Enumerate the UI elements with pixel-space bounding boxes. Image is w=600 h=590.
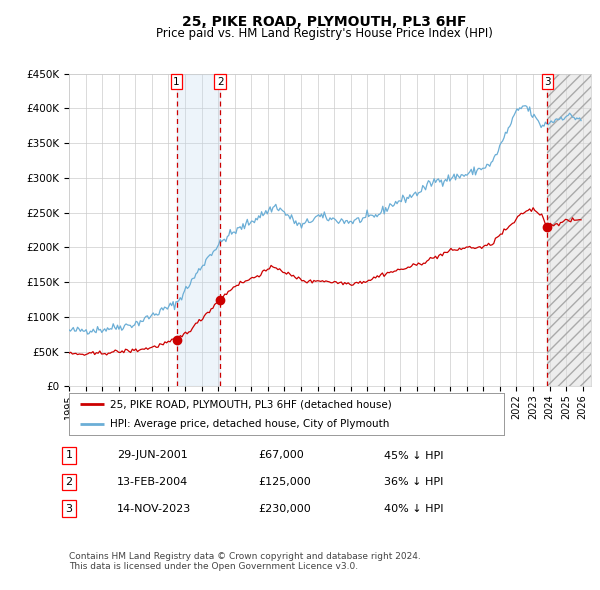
Text: 3: 3 bbox=[65, 504, 73, 513]
Bar bbox=[547, 74, 591, 386]
Text: £230,000: £230,000 bbox=[258, 504, 311, 513]
Text: 2: 2 bbox=[217, 77, 223, 87]
Text: 1: 1 bbox=[173, 77, 180, 87]
Text: 36% ↓ HPI: 36% ↓ HPI bbox=[384, 477, 443, 487]
Text: 25, PIKE ROAD, PLYMOUTH, PL3 6HF: 25, PIKE ROAD, PLYMOUTH, PL3 6HF bbox=[182, 15, 466, 29]
Text: 29-JUN-2001: 29-JUN-2001 bbox=[117, 451, 188, 460]
Text: £67,000: £67,000 bbox=[258, 451, 304, 460]
Text: Price paid vs. HM Land Registry's House Price Index (HPI): Price paid vs. HM Land Registry's House … bbox=[155, 27, 493, 40]
Text: 40% ↓ HPI: 40% ↓ HPI bbox=[384, 504, 443, 513]
Text: 25, PIKE ROAD, PLYMOUTH, PL3 6HF (detached house): 25, PIKE ROAD, PLYMOUTH, PL3 6HF (detach… bbox=[110, 399, 392, 409]
Text: 2: 2 bbox=[65, 477, 73, 487]
Text: 13-FEB-2004: 13-FEB-2004 bbox=[117, 477, 188, 487]
Text: HPI: Average price, detached house, City of Plymouth: HPI: Average price, detached house, City… bbox=[110, 419, 390, 429]
Bar bbox=[176, 74, 220, 386]
Text: £125,000: £125,000 bbox=[258, 477, 311, 487]
Text: 14-NOV-2023: 14-NOV-2023 bbox=[117, 504, 191, 513]
Bar bbox=[547, 74, 591, 386]
Text: 1: 1 bbox=[65, 451, 73, 460]
Text: Contains HM Land Registry data © Crown copyright and database right 2024.
This d: Contains HM Land Registry data © Crown c… bbox=[69, 552, 421, 571]
Text: 45% ↓ HPI: 45% ↓ HPI bbox=[384, 451, 443, 460]
Text: 3: 3 bbox=[544, 77, 551, 87]
